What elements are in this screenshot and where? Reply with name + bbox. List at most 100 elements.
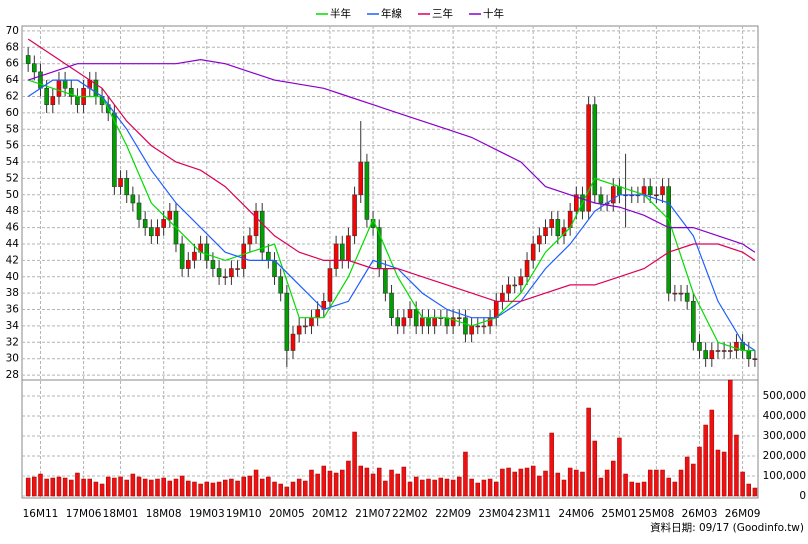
candle-body bbox=[247, 235, 253, 245]
volume-bar bbox=[715, 449, 721, 497]
volume-bar bbox=[87, 478, 92, 497]
volume-bar bbox=[340, 469, 345, 497]
candle-body bbox=[543, 227, 548, 237]
candle-body bbox=[746, 350, 752, 359]
volume-bar bbox=[25, 477, 31, 497]
candle-body bbox=[574, 194, 579, 212]
candle-body bbox=[32, 63, 37, 73]
volume-bar bbox=[463, 451, 468, 497]
candle-body bbox=[38, 71, 43, 89]
y-tick-label: 66 bbox=[6, 58, 20, 70]
candle-body bbox=[506, 284, 511, 294]
volume-bar bbox=[500, 468, 505, 497]
volume-bar bbox=[457, 476, 462, 497]
volume-bar bbox=[192, 481, 197, 497]
candle-body bbox=[715, 350, 721, 352]
volume-bar bbox=[222, 479, 228, 497]
volume-bar bbox=[746, 483, 752, 497]
volume-bar bbox=[118, 476, 123, 497]
x-tick-label: 22M09 bbox=[435, 508, 471, 520]
volume-bar bbox=[530, 465, 536, 497]
volume-bar bbox=[734, 434, 739, 497]
candle-body bbox=[420, 317, 425, 327]
candle-body bbox=[364, 161, 370, 220]
volume-bar bbox=[198, 483, 203, 497]
y2-tick-label: 300,000 bbox=[763, 430, 806, 442]
candle-body bbox=[167, 210, 173, 220]
candle-body bbox=[641, 186, 647, 196]
x-tick-label: 22M02 bbox=[392, 508, 428, 520]
volume-bar bbox=[383, 480, 388, 497]
candle-body bbox=[407, 309, 413, 319]
volume-bar bbox=[124, 479, 129, 497]
y-tick-label: 48 bbox=[6, 205, 19, 217]
volume-bar bbox=[469, 478, 474, 497]
volume-bar bbox=[216, 481, 222, 497]
candle-body bbox=[296, 325, 302, 335]
candle-body bbox=[727, 350, 733, 352]
candle-body bbox=[327, 268, 333, 302]
candle-body bbox=[222, 276, 228, 279]
candle-body bbox=[518, 276, 524, 286]
volume-bar bbox=[370, 473, 376, 497]
candle-body bbox=[44, 87, 49, 105]
volume-bar bbox=[555, 472, 561, 497]
candle-body bbox=[432, 317, 437, 327]
volume-bar bbox=[512, 471, 517, 497]
volume-bar bbox=[697, 446, 702, 497]
candle-body bbox=[703, 350, 708, 359]
candle-body bbox=[395, 317, 400, 327]
volume-bar bbox=[660, 469, 665, 497]
volume-bar bbox=[684, 456, 690, 497]
volume-bar bbox=[266, 476, 271, 497]
x-tick-label: 21M07 bbox=[355, 508, 391, 520]
volume-bar bbox=[407, 481, 413, 497]
volume-bar bbox=[81, 478, 86, 497]
y-tick-label: 52 bbox=[6, 172, 19, 184]
volume-bar bbox=[229, 478, 234, 497]
volume-bar bbox=[321, 465, 327, 497]
candle-body bbox=[524, 260, 530, 278]
candle-body bbox=[272, 260, 277, 278]
x-tick-label: 26M09 bbox=[725, 508, 761, 520]
candle-body bbox=[124, 178, 130, 196]
candle-body bbox=[463, 317, 468, 335]
candle-body bbox=[118, 178, 123, 187]
candle-body bbox=[204, 243, 210, 261]
candle-body bbox=[475, 325, 481, 328]
y-tick-label: 46 bbox=[6, 222, 20, 234]
volume-bar bbox=[303, 480, 308, 497]
candle-body bbox=[598, 194, 604, 204]
volume-bar bbox=[604, 469, 610, 497]
volume-bar bbox=[259, 478, 265, 497]
volume-bar bbox=[432, 479, 437, 497]
volume-bar bbox=[333, 472, 339, 497]
candle-body bbox=[666, 186, 671, 294]
candle-body bbox=[481, 325, 487, 328]
volume-bar bbox=[481, 479, 487, 497]
y-tick-label: 58 bbox=[6, 123, 19, 135]
volume-bar bbox=[389, 469, 394, 497]
candle-body bbox=[450, 317, 456, 327]
volume-bar bbox=[346, 460, 351, 497]
candle-body bbox=[210, 260, 216, 269]
candle-body bbox=[346, 235, 351, 261]
x-tick-label: 24M06 bbox=[558, 508, 594, 520]
volume-bar bbox=[75, 472, 80, 497]
volume-bar bbox=[352, 431, 357, 497]
volume-bar bbox=[204, 481, 210, 497]
footer: 資料日期: 09/17 (Goodinfo.tw) bbox=[650, 521, 804, 534]
candle-body bbox=[610, 186, 616, 204]
y-tick-label: 30 bbox=[6, 353, 19, 365]
x-tick-label: 16M11 bbox=[23, 508, 59, 520]
volume-bar bbox=[235, 480, 240, 497]
candle-body bbox=[530, 243, 536, 261]
candle-body bbox=[259, 210, 265, 253]
y2-tick-label: 200,000 bbox=[763, 450, 806, 462]
candle-body bbox=[62, 79, 68, 89]
y-tick-label: 32 bbox=[6, 336, 19, 348]
candle-body bbox=[537, 235, 542, 245]
volume-bar bbox=[241, 476, 246, 497]
